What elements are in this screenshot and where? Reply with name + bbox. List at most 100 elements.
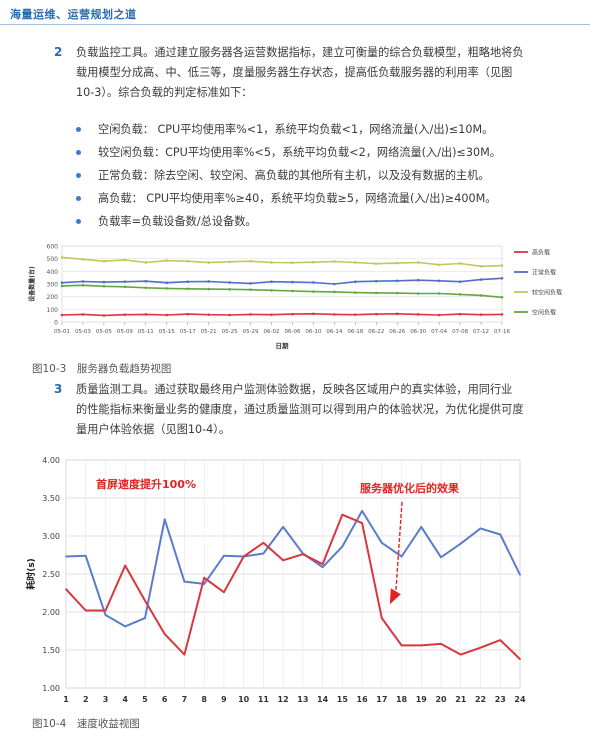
x-tick-label: 06-06 <box>284 329 300 335</box>
data-point <box>60 313 64 317</box>
section3-line-2: 的性能指标来衡量业务的健康度，通过质量监测可以得到用户的体验状况，为优化提供可度 <box>76 403 524 416</box>
data-point <box>60 284 64 288</box>
x-tick-label: 2 <box>83 695 89 704</box>
data-point <box>458 312 462 316</box>
figure-caption-10-3: 图10-3 服务器负载趋势视图 <box>32 363 172 375</box>
data-point <box>183 653 186 656</box>
data-point <box>291 289 294 293</box>
y-tick-label: 3.50 <box>42 494 60 503</box>
x-tick-label: 07-08 <box>452 329 468 335</box>
y-axis-title: 耗时(s) <box>25 558 37 590</box>
data-point <box>500 264 504 267</box>
data-point <box>228 313 231 317</box>
y-tick-label: 400 <box>47 269 59 276</box>
data-point <box>459 653 462 656</box>
data-point <box>262 552 265 555</box>
x-tick-label: 6 <box>162 695 168 704</box>
data-point <box>282 525 285 528</box>
section2-line-1: 负载监控工具。通过建立服务器各运营数据指标，建立可衡量的综合负载模型，粗略地将负 <box>76 46 524 59</box>
data-point <box>333 290 336 294</box>
data-point <box>104 609 107 612</box>
data-point <box>416 261 420 264</box>
data-point <box>459 542 462 545</box>
bullet-icon <box>76 219 81 224</box>
x-tick-label: 14 <box>317 695 329 704</box>
data-point <box>81 283 85 287</box>
data-point <box>440 556 442 559</box>
data-point <box>499 639 502 642</box>
list-item: 较空闲负载：CPU平均使用率%<5，系统平均负载<2，网络流量(入/出)≤30M… <box>76 143 576 163</box>
data-point <box>144 261 148 264</box>
data-point <box>144 279 148 283</box>
x-tick-label: 05-15 <box>159 329 175 335</box>
x-tick-label: 20 <box>435 695 447 704</box>
data-point <box>479 278 483 281</box>
annotation-arrow-head <box>389 588 401 605</box>
data-point <box>374 279 378 283</box>
data-point <box>321 563 324 566</box>
data-point <box>165 313 169 317</box>
item-number-2: 2 <box>54 45 63 59</box>
x-tick-label: 06-14 <box>326 329 342 335</box>
data-point <box>102 314 106 317</box>
y-axis-title: 设备数量(台) <box>28 266 36 302</box>
data-point <box>301 553 304 556</box>
x-tick-label: 05-11 <box>138 329 154 335</box>
data-point <box>123 258 127 262</box>
y-tick-label: 2.50 <box>42 570 60 579</box>
legend-label: 空闲负载 <box>532 309 556 317</box>
x-tick-label: 22 <box>475 695 486 704</box>
y-tick-label: 300 <box>47 282 59 289</box>
data-point <box>207 287 210 291</box>
data-point <box>479 294 483 297</box>
data-point <box>500 296 504 299</box>
y-tick-label: 2.00 <box>42 608 60 617</box>
data-point <box>123 285 127 289</box>
data-point <box>380 617 383 619</box>
y-tick-label: 0 <box>54 320 58 327</box>
x-tick-label: 9 <box>221 695 227 704</box>
x-tick-label: 07-12 <box>473 329 489 335</box>
list-item: 正常负载：除去空闲、较空闲、高负载的其他所有主机，以及没有数据的主机。 <box>76 166 576 186</box>
data-point <box>333 260 336 263</box>
x-tick-label: 06-26 <box>389 329 405 335</box>
data-point <box>183 580 186 583</box>
data-point <box>321 566 324 569</box>
x-tick-label: 05-09 <box>117 329 133 335</box>
data-point <box>163 518 166 521</box>
series-line-2 <box>61 277 503 285</box>
series-line-4 <box>61 284 503 299</box>
data-point <box>500 277 504 280</box>
x-tick-label: 24 <box>514 695 526 704</box>
y-tick-label: 1.00 <box>42 684 60 693</box>
data-point <box>262 541 265 544</box>
data-point <box>186 287 190 291</box>
data-point <box>249 313 252 316</box>
data-point <box>144 286 148 290</box>
data-point <box>458 280 462 284</box>
data-point <box>333 282 336 286</box>
data-point <box>374 312 378 316</box>
data-point <box>479 527 482 530</box>
data-point <box>186 280 190 284</box>
data-point <box>354 313 357 316</box>
section2-line-3: 10-3）。综合负载的判定标准如下： <box>76 86 253 99</box>
data-point <box>270 289 273 292</box>
data-point <box>186 312 190 316</box>
data-point <box>395 279 399 283</box>
data-point <box>380 541 383 544</box>
data-point <box>500 313 504 316</box>
data-point <box>395 291 399 295</box>
data-point <box>437 263 441 267</box>
bullet-icon <box>76 196 81 201</box>
data-point <box>144 313 148 316</box>
annotation-server-optimization: 服务器优化后的效果 <box>360 481 459 495</box>
data-point <box>312 312 315 316</box>
series-line-2 <box>65 513 521 660</box>
data-point <box>163 633 166 635</box>
data-point <box>437 292 441 295</box>
x-tick-label: 06-02 <box>264 329 280 335</box>
bullet-icon <box>76 127 81 132</box>
bullet-icon <box>76 173 81 178</box>
section3-line-1: 质量监测工具。通过获取最终用户监测体验数据，反映各区域用户的真实体验，用同行业 <box>76 383 513 396</box>
